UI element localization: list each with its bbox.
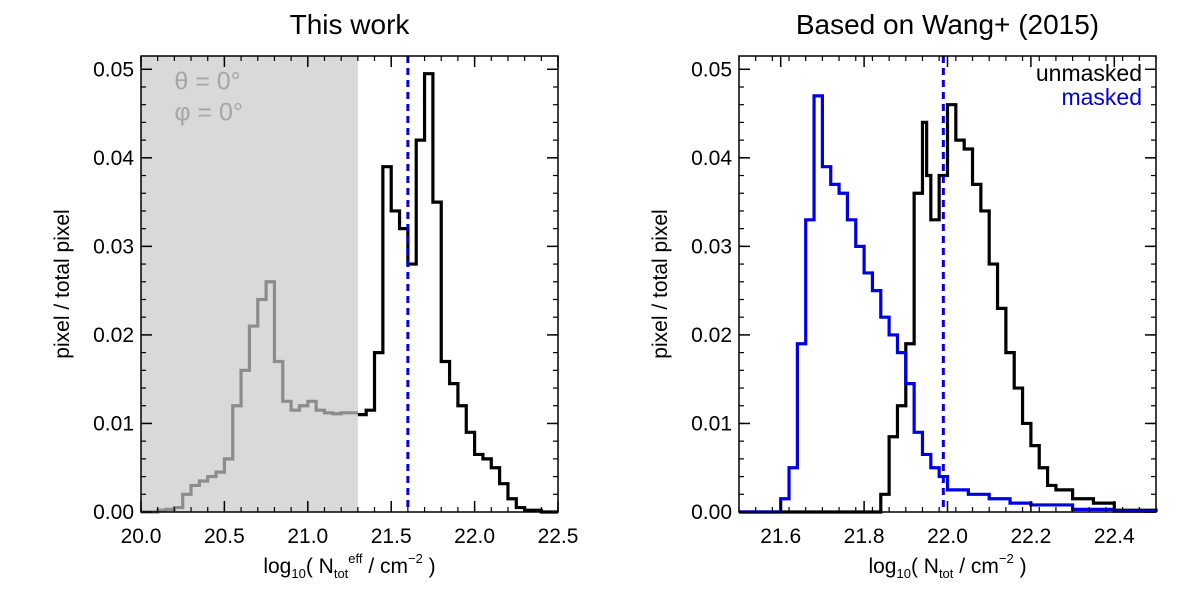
x-label-part: log — [868, 555, 896, 578]
x-label-part: / cm — [363, 555, 409, 578]
x-label-part: / cm — [953, 555, 999, 578]
x-tick-label: 21.8 — [844, 525, 885, 548]
panel-this-work: θ = 0° φ = 0° 20.0 20.5 21.0 21.5 22.0 22.5 0.00… — [51, 9, 578, 581]
x-label-part: ( N — [306, 555, 334, 578]
series-0 — [141, 280, 358, 514]
legend-entry-masked: masked — [1061, 84, 1142, 110]
y-tick-label: 0.04 — [93, 147, 134, 170]
x-label-part: ( N — [911, 555, 939, 578]
chart-title: Based on Wang+ (2015) — [796, 9, 1099, 40]
y-tick-label: 0.05 — [93, 58, 134, 81]
x-label-sub: tot — [939, 566, 954, 581]
axes-frame — [140, 55, 559, 513]
y-tick-label: 0.03 — [93, 235, 134, 258]
x-tick-label: 20.0 — [121, 525, 162, 548]
x-label-sub: 10 — [291, 566, 305, 581]
x-tick-label: 21.5 — [371, 525, 412, 548]
x-axis-label: log10( Ntoteff / cm−2 ) — [263, 551, 435, 581]
y-tick-label: 0.01 — [93, 412, 134, 435]
x-tick-label: 21.0 — [287, 525, 328, 548]
y-tick-label: 0.03 — [691, 235, 732, 258]
y-tick-label: 0.02 — [93, 324, 134, 347]
x-label-sup: −2 — [408, 551, 423, 566]
x-label-sub: 10 — [896, 566, 910, 581]
legend-entry-unmasked: unmasked — [1036, 60, 1142, 86]
x-label-sub: tot — [334, 566, 349, 581]
y-tick-label: 0.01 — [691, 412, 732, 435]
series-unmasked — [739, 103, 1158, 514]
chart-title: This work — [290, 9, 411, 40]
y-tick-label: 0.00 — [93, 501, 134, 524]
x-label-part: log — [263, 555, 291, 578]
y-tick-label: 0.02 — [691, 324, 732, 347]
x-tick-label: 22.5 — [538, 525, 579, 548]
x-label-part: ) — [423, 555, 436, 578]
x-tick-label: 21.6 — [760, 525, 801, 548]
x-tick-label: 22.4 — [1094, 525, 1135, 548]
series-1 — [357, 72, 558, 514]
shaded-region — [141, 56, 358, 512]
y-tick-label: 0.04 — [691, 147, 732, 170]
x-tick-label: 22.2 — [1010, 525, 1051, 548]
annotation-1: φ = 0° — [174, 99, 243, 127]
x-tick-label: 22.0 — [927, 525, 968, 548]
y-tick-label: 0.00 — [691, 501, 732, 524]
y-axis-label: pixel / total pixel — [649, 209, 672, 358]
panel-wang-2015: 21.6 21.8 22.0 22.2 22.4 0.00 0.01 0.02 0.03 0.04… — [649, 9, 1158, 581]
series-masked — [739, 94, 1158, 514]
y-axis-label: pixel / total pixel — [51, 209, 74, 358]
y-tick-label: 0.05 — [691, 58, 732, 81]
x-tick-label: 20.5 — [204, 525, 245, 548]
x-label-sup: −2 — [999, 551, 1014, 566]
x-label-part: ) — [1014, 555, 1027, 578]
x-axis-label: log10( Ntot / cm−2 ) — [868, 551, 1026, 581]
annotation-0: θ = 0° — [174, 68, 240, 96]
x-tick-label: 22.0 — [454, 525, 495, 548]
x-label-sup: eff — [348, 551, 363, 566]
